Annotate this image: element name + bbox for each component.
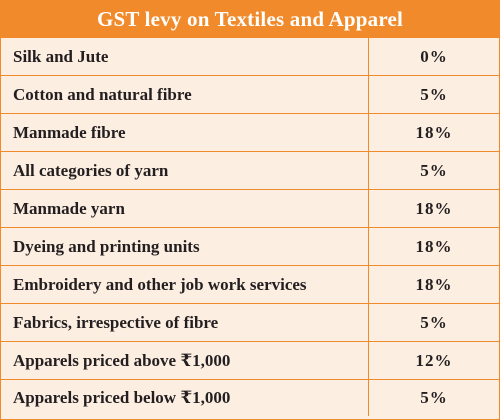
category-cell: All categories of yarn <box>1 152 369 189</box>
table-row: Apparels priced below ₹1,000 5% <box>1 380 499 416</box>
rate-cell: 12% <box>415 350 453 370</box>
rate-cell: 5% <box>420 160 448 180</box>
table-row: Silk and Jute 0% <box>1 38 499 76</box>
category-cell: Fabrics, irrespective of fibre <box>1 304 369 341</box>
category-cell: Apparels priced below ₹1,000 <box>1 380 369 416</box>
rate-cell: 18% <box>415 198 453 218</box>
table-row: Apparels priced above ₹1,000 12% <box>1 342 499 380</box>
table-row: All categories of yarn 5% <box>1 152 499 190</box>
table-row: Cotton and natural fibre 5% <box>1 76 499 114</box>
category-cell: Silk and Jute <box>1 38 369 75</box>
rate-cell: 5% <box>420 84 448 104</box>
category-cell: Manmade fibre <box>1 114 369 151</box>
rate-cell: 5% <box>420 312 448 332</box>
table-row: Fabrics, irrespective of fibre 5% <box>1 304 499 342</box>
rate-cell: 18% <box>415 274 453 294</box>
category-cell: Dyeing and printing units <box>1 228 369 265</box>
category-cell: Cotton and natural fibre <box>1 76 369 113</box>
category-cell: Apparels priced above ₹1,000 <box>1 342 369 379</box>
table-row: Manmade fibre 18% <box>1 114 499 152</box>
table-title: GST levy on Textiles and Apparel <box>0 0 500 38</box>
rate-cell: 18% <box>415 122 453 142</box>
rate-cell: 18% <box>415 236 453 256</box>
table-body: Silk and Jute 0% Cotton and natural fibr… <box>0 38 500 420</box>
category-cell: Manmade yarn <box>1 190 369 227</box>
category-cell: Embroidery and other job work services <box>1 266 369 303</box>
rate-cell: 0% <box>420 46 448 66</box>
table-row: Embroidery and other job work services 1… <box>1 266 499 304</box>
table-row: Dyeing and printing units 18% <box>1 228 499 266</box>
rate-cell: 5% <box>420 388 448 407</box>
table-row: Manmade yarn 18% <box>1 190 499 228</box>
